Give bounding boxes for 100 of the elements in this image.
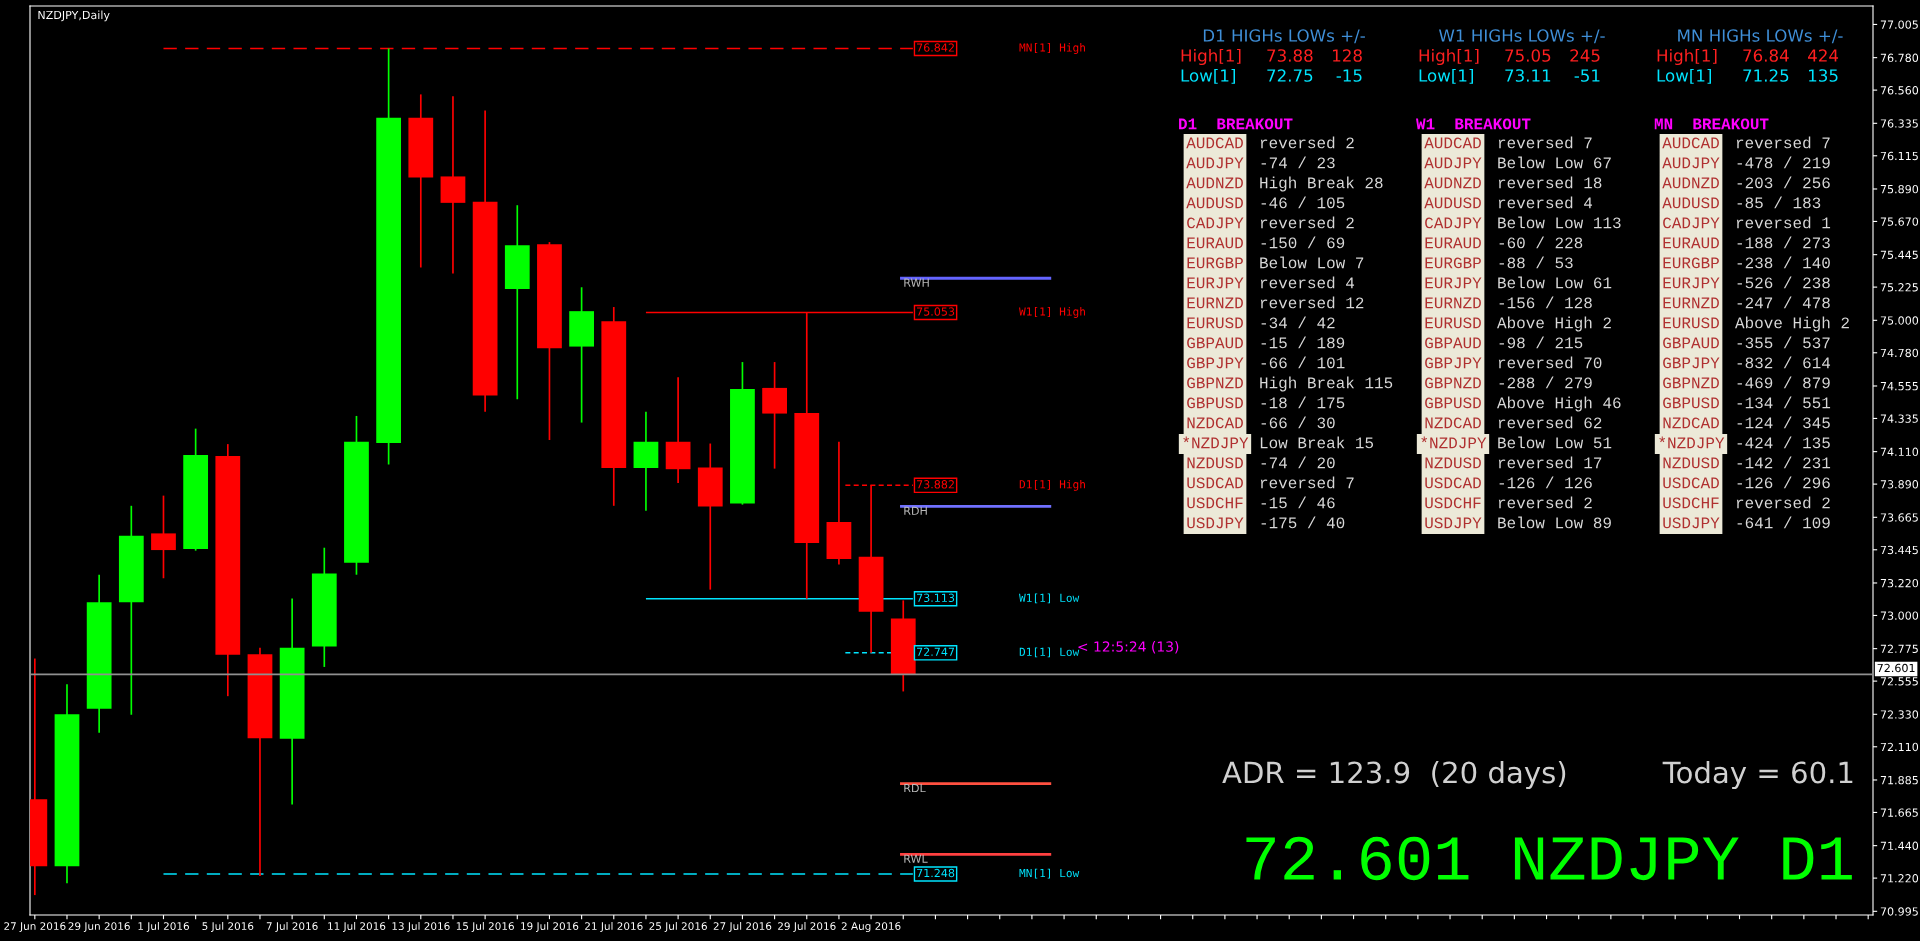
annotation: -126 / 126 xyxy=(1499,476,1592,489)
annotation: GBPAUD xyxy=(1663,337,1719,349)
annotation: -156 / 128 xyxy=(1499,296,1592,309)
annotation: W1 HIGHs LOWs +/- xyxy=(1439,29,1605,44)
annotation: AUDUSD xyxy=(1186,197,1243,209)
annotation: NZDUSD xyxy=(1663,457,1719,469)
annotation: Below Low 61 xyxy=(1498,276,1612,289)
annotation: Above High 2 xyxy=(1497,316,1611,332)
annotation: AUDCAD xyxy=(1662,137,1719,149)
annotation: ADR = 123.9 (20 days) xyxy=(1222,760,1566,790)
annotation: High[1] xyxy=(1419,48,1479,66)
annotation: -66 / 101 xyxy=(1261,356,1345,369)
annotation: USDCHF xyxy=(1187,497,1243,509)
annotation: *NZDJPY xyxy=(1183,436,1249,449)
annotation: RWH xyxy=(904,278,929,287)
annotation: -15 / 46 xyxy=(1261,496,1335,509)
annotation: -175 / 40 xyxy=(1261,516,1345,529)
annotation: -288 / 279 xyxy=(1499,376,1592,389)
annotation: AUDNZD xyxy=(1662,177,1719,189)
annotation: -85 / 183 xyxy=(1737,196,1821,209)
y-tick-label: 73.665 xyxy=(1880,513,1918,522)
ref-line-label: 71.248 xyxy=(917,868,955,878)
annotation: reversed 1 xyxy=(1736,216,1831,229)
annotation: reversed 62 xyxy=(1498,416,1602,429)
x-tick-label: 29 Jul 2016 xyxy=(778,921,836,932)
annotation: USDJPY xyxy=(1663,517,1720,529)
y-tick-label: 75.225 xyxy=(1880,283,1918,292)
annotation: GBPUSD xyxy=(1187,397,1243,409)
y-tick-label: 74.335 xyxy=(1880,414,1918,423)
x-tick-label: 15 Jul 2016 xyxy=(456,921,514,932)
annotation: reversed 2 xyxy=(1260,136,1354,149)
annotation: -424 / 135 xyxy=(1737,436,1830,449)
annotation: reversed 7 xyxy=(1736,136,1830,149)
x-tick-label: 7 Jul 2016 xyxy=(266,921,318,932)
y-tick-label: 72.775 xyxy=(1880,644,1918,654)
annotation: EURUSD xyxy=(1187,317,1243,329)
annotation: High Break 28 xyxy=(1260,176,1383,192)
ref-line-label: 75.053 xyxy=(917,307,955,316)
ref-line-label: 72.747 xyxy=(917,647,955,656)
ref-line-label: 73.113 xyxy=(917,593,955,602)
ref-line-label: 73.882 xyxy=(917,480,954,489)
annotation: EURAUD xyxy=(1425,237,1481,249)
annotation: AUDNZD xyxy=(1424,177,1481,189)
annotation: USDCAD xyxy=(1187,477,1243,489)
annotation: reversed 7 xyxy=(1260,476,1354,489)
annotation: High Break 115 xyxy=(1260,376,1393,392)
annotation: -51 xyxy=(1574,69,1600,82)
annotation: *NZDJPY xyxy=(1421,436,1487,449)
annotation: 73.88 xyxy=(1267,49,1313,62)
annotation: MN BREAKOUT xyxy=(1654,118,1769,130)
x-tick-label: 1 Jul 2016 xyxy=(138,921,189,932)
annotation: High[1] xyxy=(1657,48,1717,66)
annotation: reversed 4 xyxy=(1498,196,1593,209)
annotation: EURAUD xyxy=(1187,237,1243,249)
annotation: USDCAD xyxy=(1663,477,1719,489)
annotation: 71.25 xyxy=(1743,69,1789,82)
annotation: Low[1] xyxy=(1657,68,1711,84)
y-tick-label: 74.780 xyxy=(1880,348,1919,358)
y-tick-label: 75.445 xyxy=(1880,250,1918,260)
annotation: AUDCAD xyxy=(1186,137,1243,149)
annotation: reversed 7 xyxy=(1498,136,1592,149)
annotation: USDCAD xyxy=(1425,477,1481,489)
annotation: Today = 60.1 xyxy=(1662,760,1853,790)
annotation: reversed 4 xyxy=(1260,276,1355,289)
annotation: *NZDJPY xyxy=(1659,436,1725,449)
annotation: RWL xyxy=(904,854,928,863)
annotation: NZDCAD xyxy=(1187,417,1243,429)
x-tick-label: 13 Jul 2016 xyxy=(392,921,450,932)
x-tick-label: 21 Jul 2016 xyxy=(585,921,643,932)
y-tick-label: 73.445 xyxy=(1880,545,1918,555)
annotation: GBPUSD xyxy=(1663,397,1719,409)
annotation: W1[1] High xyxy=(1019,307,1085,318)
annotation: MN[1] High xyxy=(1019,43,1085,54)
annotation: reversed 12 xyxy=(1260,296,1364,309)
annotation: USDCHF xyxy=(1425,497,1481,509)
annotation: W1 BREAKOUT xyxy=(1416,118,1531,130)
annotation: -142 / 231 xyxy=(1737,456,1831,469)
y-tick-label: 75.670 xyxy=(1880,217,1919,226)
x-tick-label: 11 Jul 2016 xyxy=(328,921,386,932)
annotation: AUDNZD xyxy=(1186,177,1243,189)
annotation: MN[1] Low xyxy=(1019,868,1080,879)
annotation: -88 / 53 xyxy=(1499,256,1573,269)
y-tick-label: 71.220 xyxy=(1880,874,1919,883)
annotation: USDJPY xyxy=(1425,517,1482,529)
y-tick-label: 71.885 xyxy=(1880,775,1918,785)
annotation: -641 / 109 xyxy=(1737,516,1830,529)
annotation: EURNZD xyxy=(1187,297,1243,309)
annotation: reversed 17 xyxy=(1498,456,1602,469)
y-tick-label: 70.995 xyxy=(1880,907,1918,916)
y-tick-label: 75.000 xyxy=(1880,316,1919,325)
annotation: -526 / 238 xyxy=(1737,276,1830,289)
annotation: NZDCAD xyxy=(1425,417,1481,429)
annotation: AUDCAD xyxy=(1424,137,1481,149)
annotation: EURNZD xyxy=(1425,297,1481,309)
annotation: -203 / 256 xyxy=(1737,176,1830,189)
x-tick-label: 5 Jul 2016 xyxy=(202,921,254,932)
annotation: Low[1] xyxy=(1181,68,1235,84)
annotation: EURNZD xyxy=(1663,297,1719,309)
annotation: 245 xyxy=(1570,49,1600,62)
annotation: -66 / 30 xyxy=(1261,416,1335,429)
